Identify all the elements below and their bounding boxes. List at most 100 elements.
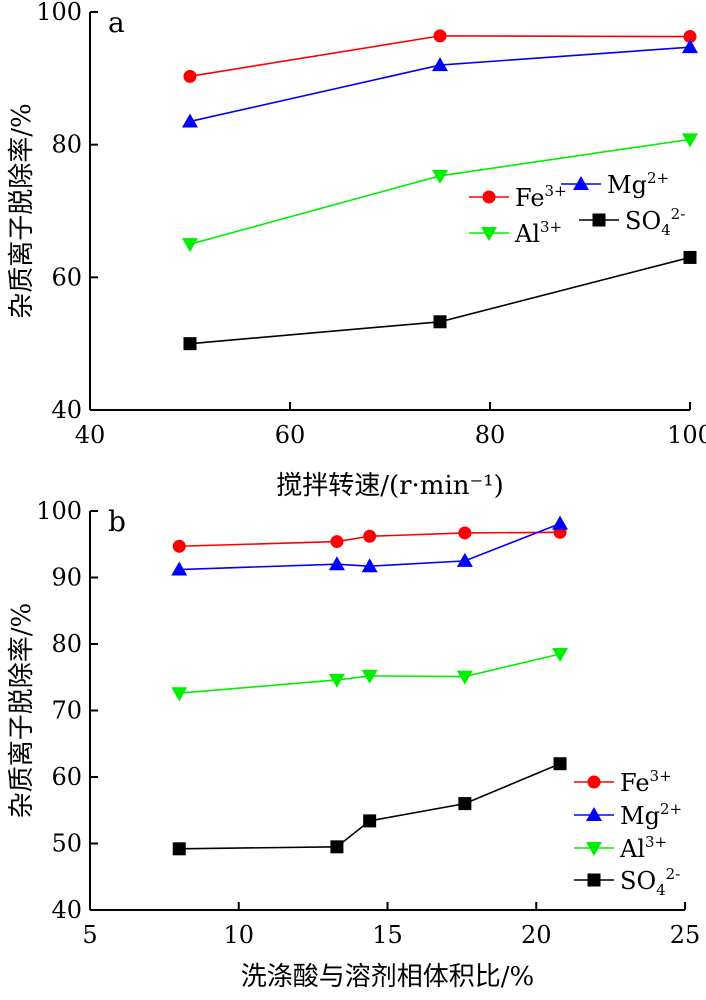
legend-label-superscript: 2+ <box>647 169 669 187</box>
data-point <box>172 539 186 553</box>
series-Fe3+ <box>172 525 567 553</box>
legend-label: Mg2+ <box>607 169 669 199</box>
y-axis-label: 杂质离子脱除率/% <box>7 603 37 818</box>
legend-marker <box>586 807 602 821</box>
legend-label-base: Fe <box>620 769 650 797</box>
legend-label-superscript: 2- <box>666 865 681 883</box>
data-point <box>363 814 377 828</box>
x-tick-label: 5 <box>82 921 97 949</box>
data-point <box>171 687 188 702</box>
y-tick-label: 40 <box>51 896 82 924</box>
x-tick-label: 60 <box>275 421 306 449</box>
chart-panel-b: 40 50 60 70 80 90 100 5 10 15 20 25 b 洗涤酸与溶剂相体积比/% 杂质离… <box>7 497 700 992</box>
legend-marker <box>587 775 601 789</box>
legend-marker <box>482 190 496 204</box>
legend-label-superscript: 2- <box>671 205 686 223</box>
legend-marker <box>481 227 497 241</box>
y-tick-label: 80 <box>51 630 82 658</box>
y-tick-label: 60 <box>51 763 82 791</box>
y-tick-label: 60 <box>51 263 82 291</box>
x-tick-label: 15 <box>372 921 403 949</box>
series-SO42- <box>172 757 567 856</box>
y-tick-label: 100 <box>36 497 82 525</box>
legend-label-superscript: 3+ <box>650 767 672 785</box>
legend-item: SO42- <box>574 865 680 899</box>
legend-label-superscript: 2+ <box>660 800 682 818</box>
legend-label-subscript: 4 <box>656 881 666 899</box>
data-point <box>456 670 473 685</box>
x-tick-label: 40 <box>75 421 106 449</box>
series-Mg2+ <box>182 39 698 128</box>
legend-label: Mg2+ <box>620 800 682 830</box>
legend-item: Mg2+ <box>574 800 682 830</box>
data-point <box>458 797 472 811</box>
legend-label-base: Mg <box>620 802 660 830</box>
data-point <box>456 552 473 567</box>
data-point <box>433 315 447 329</box>
legend-label-superscript: 3+ <box>545 182 567 200</box>
legend-marker <box>587 873 601 887</box>
y-tick-label: 80 <box>51 131 82 159</box>
y-tick-label: 50 <box>51 830 82 858</box>
series-Fe3+ <box>183 29 697 83</box>
data-point <box>330 840 344 854</box>
data-point <box>552 647 569 662</box>
x-tick-label: 20 <box>521 921 552 949</box>
legend-label: Fe3+ <box>620 767 672 797</box>
data-point <box>182 238 198 253</box>
x-tick-label: 10 <box>223 921 254 949</box>
y-axis-label: 杂质离子脱除率/% <box>7 103 37 318</box>
y-tick-label: 40 <box>51 396 82 424</box>
series-line <box>189 256 691 345</box>
legend-item: Mg2+ <box>561 169 669 199</box>
legend-label-base: Al <box>514 220 540 248</box>
legend-marker <box>573 176 589 190</box>
legend-label-superscript: 3+ <box>540 218 562 236</box>
legend-label-subscript: 4 <box>661 221 671 239</box>
data-point <box>171 561 188 576</box>
chart-panel-a: 40 60 80 100 40 60 80 100 a 搅拌转速/(r·min⁻¹) 杂质离子脱除率… <box>7 0 706 501</box>
legend-item: Fe3+ <box>469 182 567 212</box>
series-line <box>179 762 561 850</box>
legend-label-superscript: 3+ <box>645 833 667 851</box>
panel-label: a <box>108 6 125 39</box>
legend-label-base: Al <box>619 835 645 863</box>
data-point <box>553 757 567 771</box>
data-point <box>328 556 345 571</box>
series-Al3+ <box>182 133 698 253</box>
data-point <box>552 515 569 530</box>
legend-item: Al3+ <box>574 833 667 863</box>
data-point <box>432 57 448 72</box>
data-point <box>683 30 697 44</box>
legend-label: SO42- <box>620 865 680 899</box>
legend-item: Al3+ <box>469 218 562 248</box>
legend-marker <box>586 842 602 856</box>
series-SO42- <box>183 250 697 351</box>
legend-label-base: SO <box>620 867 656 895</box>
data-point <box>458 526 472 540</box>
legend-item: Fe3+ <box>574 767 672 797</box>
data-point <box>183 337 197 351</box>
data-point <box>361 669 378 684</box>
data-point <box>682 133 698 148</box>
legend-label: SO42- <box>625 205 685 239</box>
y-tick-label: 70 <box>51 697 82 725</box>
legend-label: Al3+ <box>619 833 667 863</box>
x-tick-label: 100 <box>667 421 706 449</box>
legend-label: Fe3+ <box>515 182 567 212</box>
data-point <box>363 529 377 543</box>
legend: Fe3+Mg2+Al3+SO42- <box>469 169 685 248</box>
legend-label-base: SO <box>625 207 661 235</box>
data-point <box>182 113 198 128</box>
data-point <box>183 69 197 83</box>
data-point <box>328 673 345 688</box>
data-point <box>433 29 447 43</box>
data-point <box>683 250 697 264</box>
data-point <box>682 39 698 54</box>
data-point <box>432 169 448 184</box>
x-tick-label: 25 <box>670 921 701 949</box>
legend-item: SO42- <box>579 205 685 239</box>
y-tick-label: 90 <box>51 564 82 592</box>
data-point <box>330 535 344 549</box>
